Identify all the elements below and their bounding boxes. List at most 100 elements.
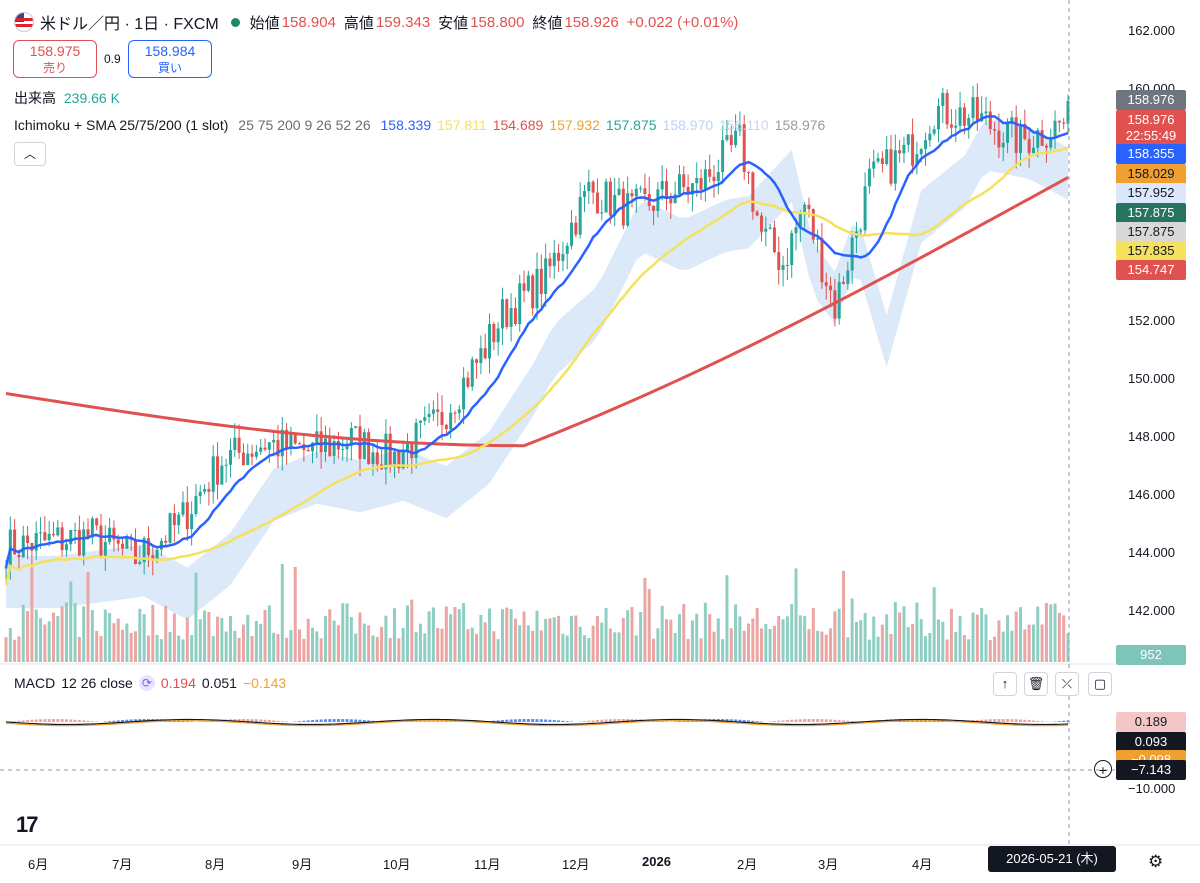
candle-body [548,258,552,267]
volume-bar [811,608,815,662]
collapse-pane-icon[interactable]: ⤫ [1055,672,1079,696]
indicator-legend[interactable]: Ichimoku + SMA 25/75/200 (1 slot) 25 75 … [14,117,837,133]
volume-bar [86,571,90,662]
candle-body [962,107,966,126]
macd-histogram-bar [328,719,332,722]
candle-body [479,348,483,363]
candle-body [155,549,159,559]
macd-histogram-bar [755,721,759,722]
time-tick-3: 9月 [292,857,313,872]
candle-body [237,437,241,453]
macd-legend[interactable]: MACD 12 26 close ⟳ 0.194 0.051 −0.143 [14,675,292,691]
candle-body [336,441,340,450]
volume-bar [116,618,120,662]
candle-body [807,204,811,210]
volume-bar [915,602,919,662]
candle-body [332,441,336,456]
macd-histogram-bar [842,720,846,722]
add-icon[interactable]: + [1094,760,1112,778]
candle-body [824,282,828,286]
volume-bar [509,609,513,662]
volume-label: 出来高 [14,90,56,106]
macd-histogram-bar [1036,720,1040,722]
candle-body [30,542,34,551]
sell-button[interactable]: 158.975 売り [13,40,97,78]
macd-histogram-bar [772,721,776,722]
volume-bar [885,614,889,662]
volume-bar [574,615,578,662]
candle-body [90,518,94,538]
volume-bar [967,639,971,662]
spread-value: 0.9 [104,52,121,66]
candle-body [254,451,258,457]
maximize-pane-icon[interactable]: ▢ [1088,672,1112,696]
price-tick-2: 152.000 [1128,313,1175,328]
candle-body [224,464,228,466]
candle-body [34,532,38,551]
volume-bar [259,623,263,662]
candle-body [509,308,513,327]
move-up-icon[interactable]: ↑ [993,672,1017,696]
macd-histogram-bar [794,719,798,722]
price-label-2: 22:55:49 [1116,126,1186,146]
indicator-value-3: 157.932 [549,117,600,133]
macd-histogram-bar [677,721,681,722]
macd-histogram-bar [544,719,548,722]
macd-histogram-bar [90,721,94,722]
candle-body [1036,130,1040,148]
volume-bar [475,633,479,662]
candle-body [263,447,267,450]
volume-bar [410,599,414,662]
macd-histogram-bar [358,719,362,722]
macd-histogram-bar [1010,719,1014,722]
macd-histogram-bar [1027,720,1031,722]
symbol-title[interactable]: 米ドル／円 · 1日 · FXCM [40,16,219,33]
macd-histogram-bar [846,720,850,722]
candle-body [362,432,366,460]
macd-histogram-bar [345,719,349,722]
volume-bar [665,619,669,662]
settings-icon[interactable]: ⚙ [1148,852,1164,871]
candle-body [60,527,64,551]
price-tick-0: 162.000 [1128,23,1175,38]
volume-bar [639,612,643,662]
volume-bar [695,613,699,662]
volume-bar [138,608,142,662]
buy-button[interactable]: 158.984 買い [128,40,212,78]
candle-body [859,230,863,232]
volume-bar [177,635,181,662]
macd-histogram-bar [203,721,207,722]
volume-bar [388,638,392,662]
volume-bar [949,608,953,662]
time-tick-9: 3月 [818,857,839,872]
volume-bar [544,619,548,662]
close-label: 終値 [532,14,563,32]
volume-bar [522,611,526,662]
candle-body [418,420,422,423]
candle-body [125,537,129,549]
volume-bar [919,619,923,662]
macd-histogram-bar [77,720,81,722]
candle-body [893,150,897,184]
cycle-icon[interactable]: ⟳ [138,675,155,691]
candle-body [13,529,17,555]
macd-histogram-bar [323,719,327,722]
candle-body [984,111,988,114]
volume-bar [159,639,163,662]
volume-legend[interactable]: 出来高 239.66 K [14,88,120,108]
candle-body [591,181,595,193]
collapse-legend-button[interactable]: ︿ [14,142,46,166]
candle-body [95,518,99,526]
candle-body [682,174,686,187]
macd-histogram-bar [263,719,267,722]
indicator-value-2: 154.689 [492,117,544,133]
crosshair-date: 2026-05-21 (木) [988,846,1116,872]
volume-value: 239.66 K [63,90,120,106]
volume-bar [911,623,915,662]
candle-body [414,422,418,459]
candle-body [388,433,392,467]
trash-icon[interactable]: 🗑 [1024,672,1048,696]
tradingview-logo-icon[interactable]: 17 [16,812,39,837]
volume-bar [1006,615,1010,662]
